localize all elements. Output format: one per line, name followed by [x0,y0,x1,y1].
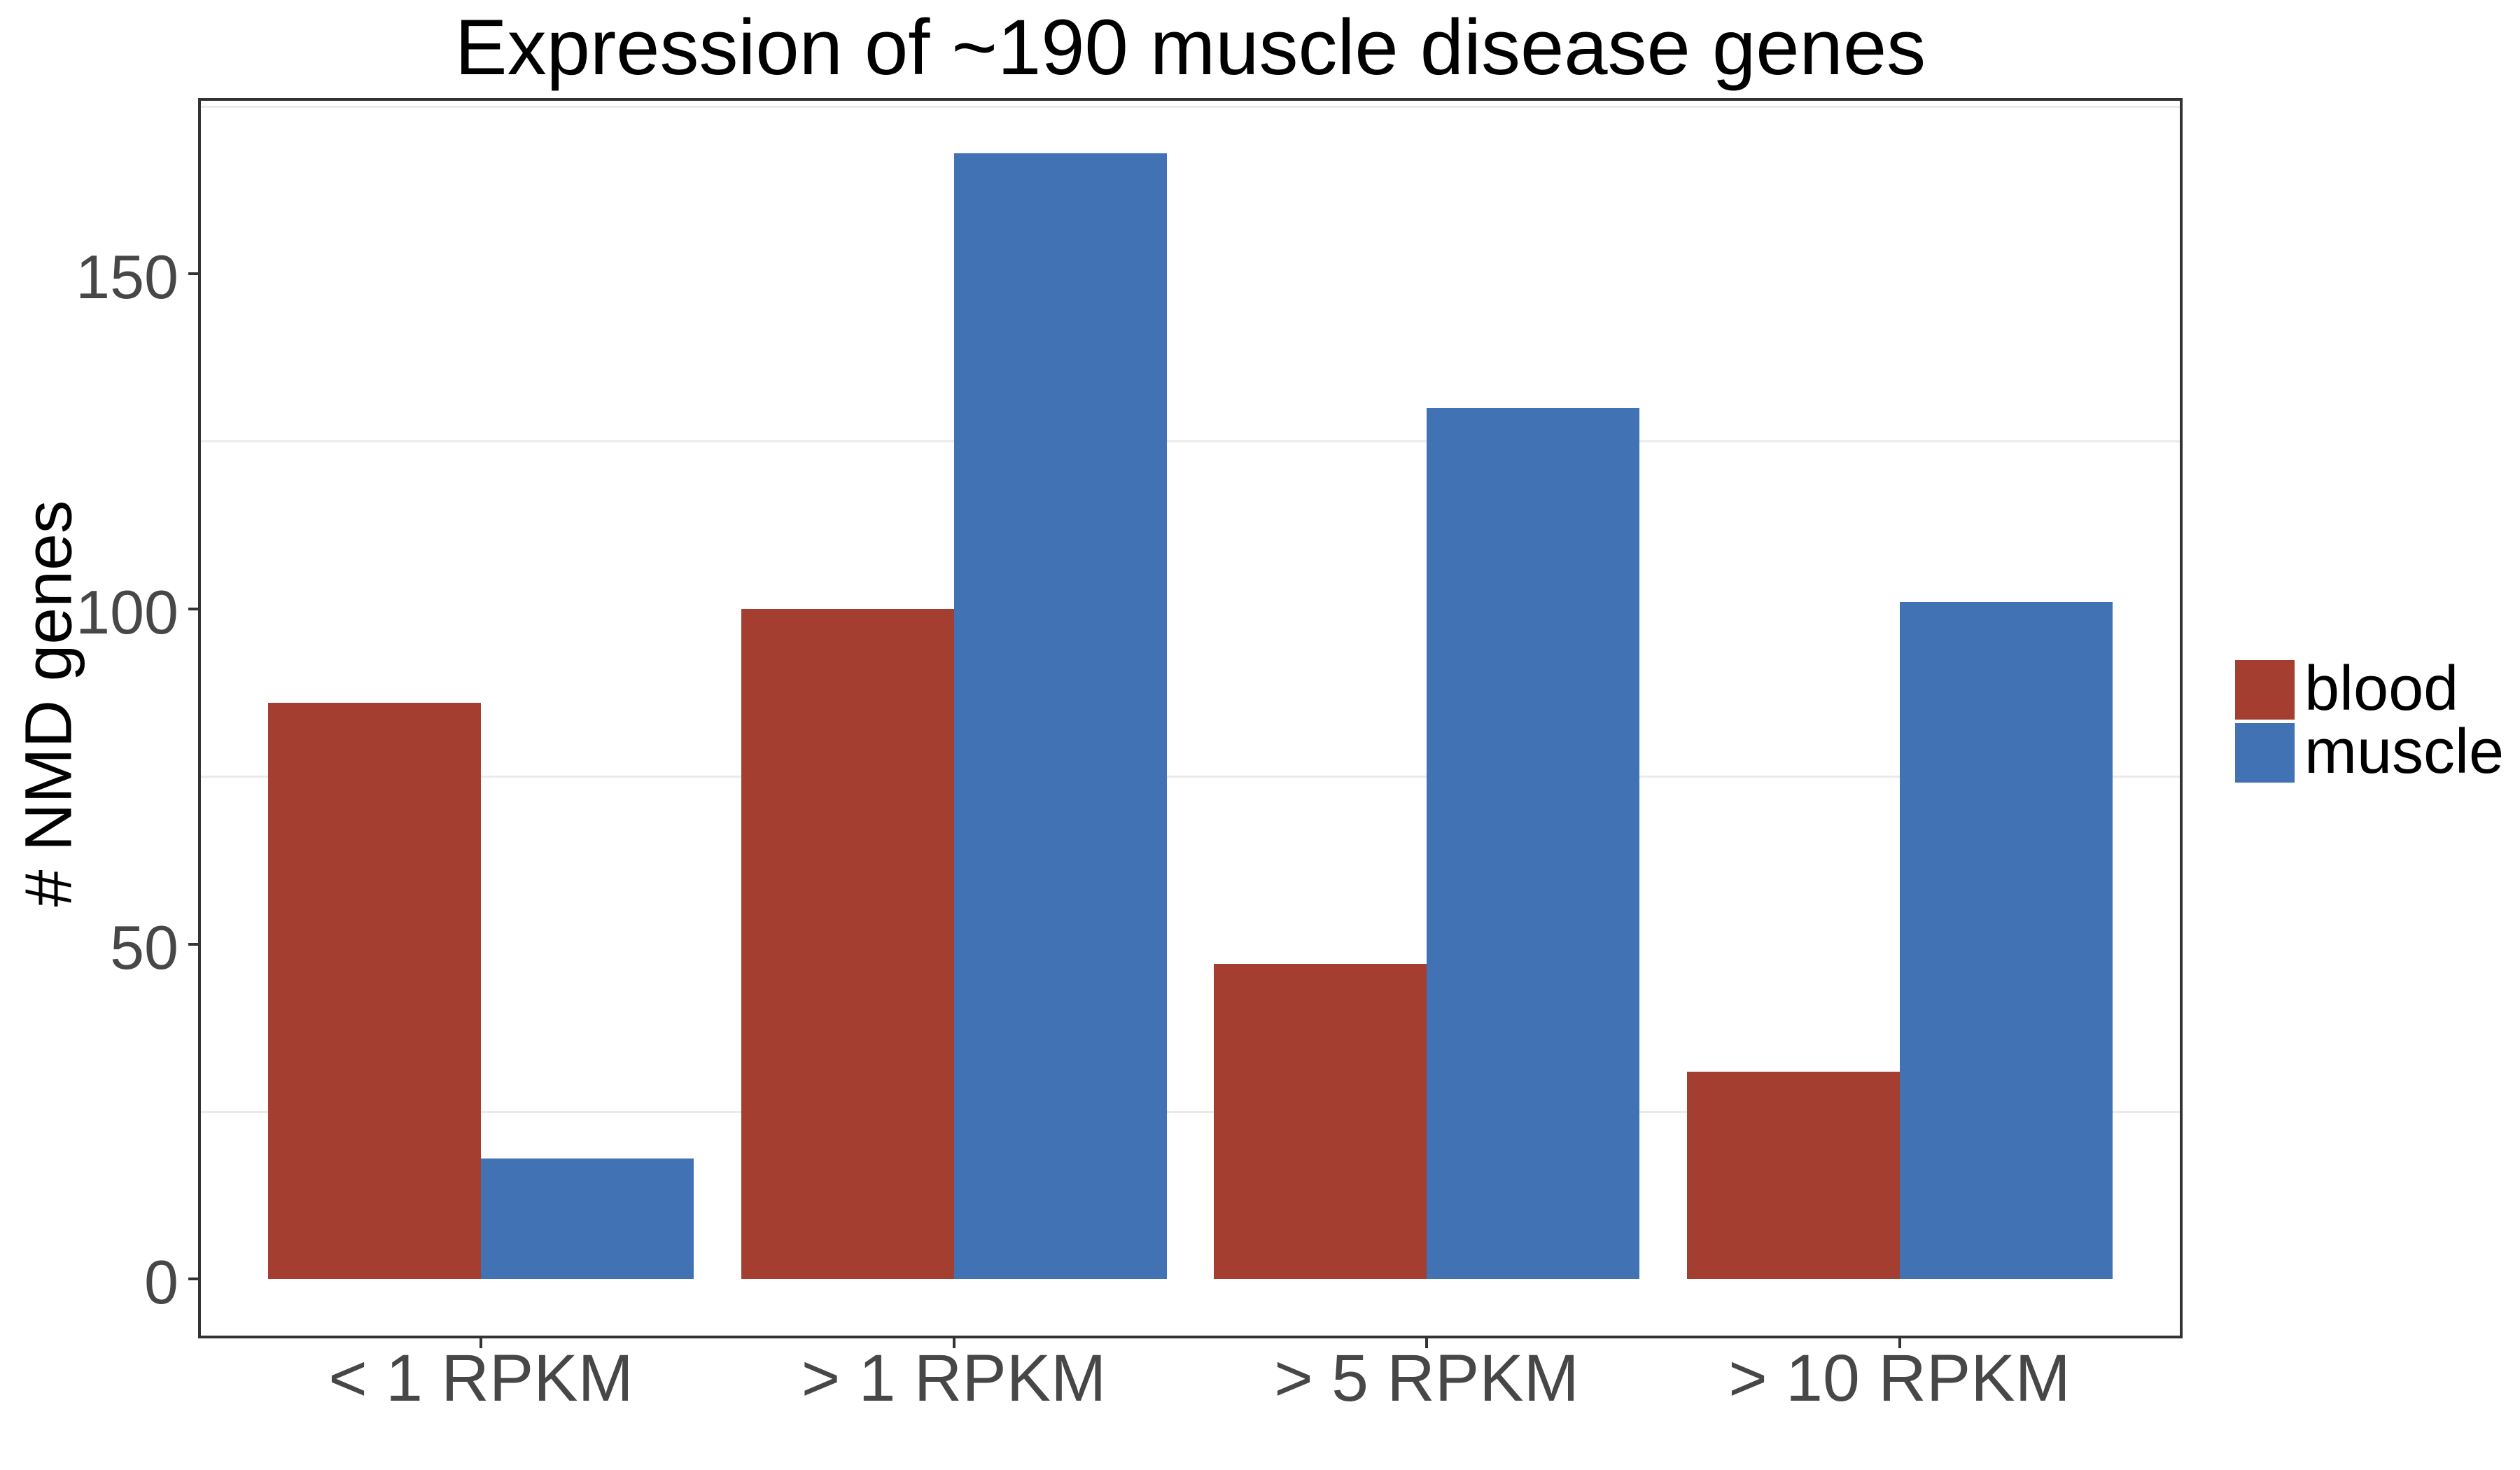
y-tick-0 [188,1278,198,1281]
legend: blood muscle [2235,653,2520,787]
y-tick-150 [188,272,198,276]
x-tick-label-lt-1-rpkm: < 1 RPKM [328,1341,634,1415]
legend-key-muscle-swatch [2235,723,2295,783]
bar-blood-gt-10-rpkm [1686,1071,1900,1280]
y-tick-label-150: 150 [76,242,178,312]
minor-gridline-75 [201,775,2180,778]
bar-muscle-lt-1-rpkm [481,1158,694,1280]
y-tick-50 [188,942,198,946]
x-tick-label-gt-10-rpkm: > 10 RPKM [1728,1341,2071,1415]
legend-label-muscle: muscle [2304,716,2505,787]
x-tick-lt-1-rpkm [479,1338,482,1348]
minor-gridline-125 [201,440,2180,443]
y-tick-label-50: 50 [110,912,178,982]
y-axis-title-text: # NMD genes [11,500,86,907]
y-tick-label-100: 100 [76,578,178,648]
legend-key-blood-swatch [2235,660,2295,720]
bar-muscle-gt-5-rpkm [1427,407,1639,1280]
legend-label-blood: blood [2304,653,2459,724]
minor-gridline-25 [201,1110,2180,1113]
bar-muscle-gt-10-rpkm [1899,602,2113,1280]
y-tick-label-0: 0 [144,1247,178,1317]
x-tick-label-gt-5-rpkm: > 5 RPKM [1274,1341,1579,1415]
y-tick-100 [188,608,198,611]
minor-gridline-175 [201,105,2180,108]
x-tick-gt-5-rpkm [1425,1338,1428,1348]
bar-blood-gt-1-rpkm [741,609,954,1280]
bar-muscle-gt-1-rpkm [953,153,1167,1280]
bar-blood-lt-1-rpkm [268,703,481,1280]
bar-blood-gt-5-rpkm [1214,964,1427,1280]
x-tick-gt-1-rpkm [952,1338,955,1348]
x-tick-label-gt-1-rpkm: > 1 RPKM [801,1341,1107,1415]
x-tick-gt-10-rpkm [1898,1338,1901,1348]
chart-title: Expression of ~190 muscle disease genes [454,4,1926,91]
